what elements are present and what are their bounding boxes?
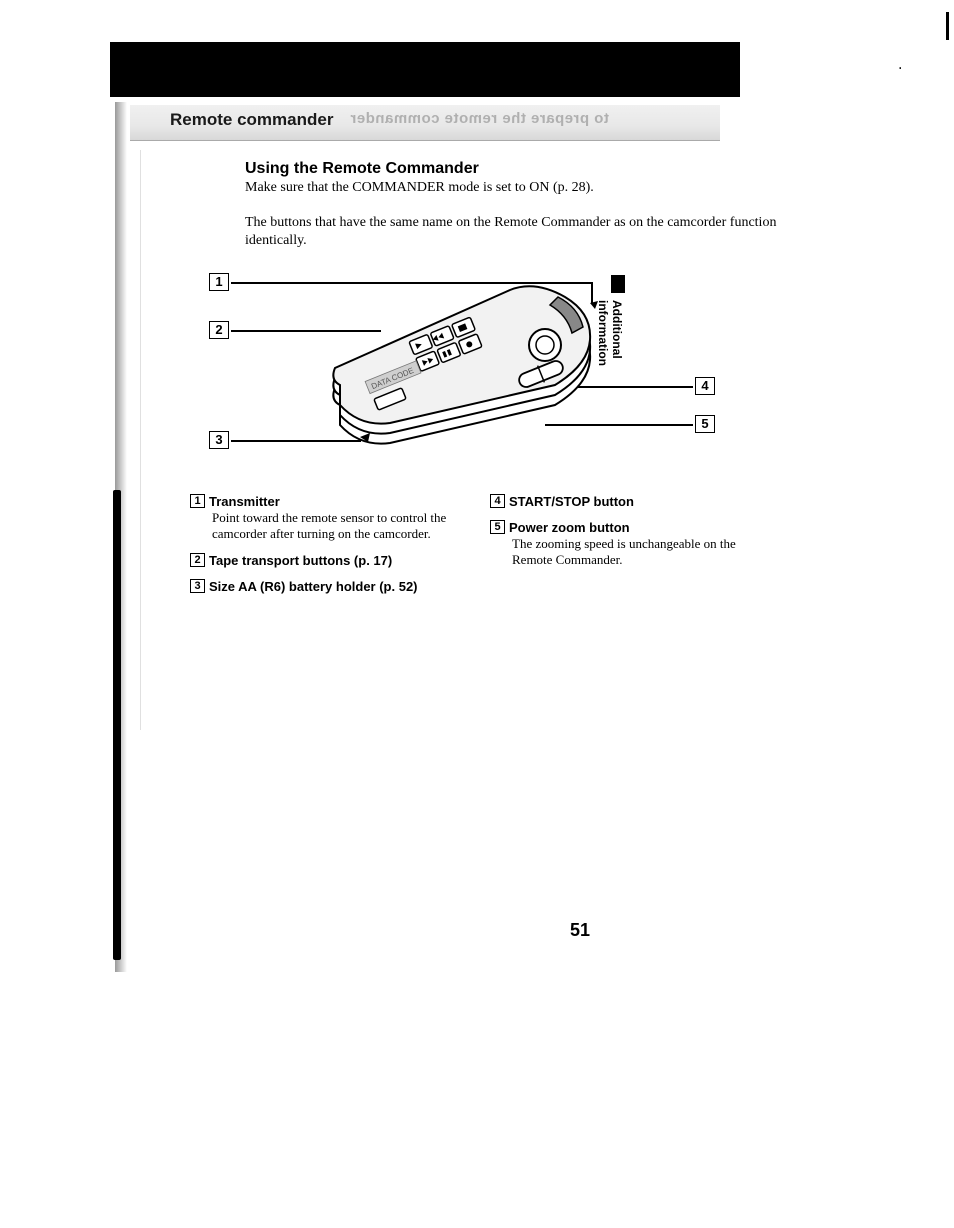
section-title: Using the Remote Commander (245, 160, 479, 178)
header-title: Remote commander (170, 110, 333, 130)
scan-line (140, 150, 141, 730)
legend-num: 5 (490, 520, 505, 534)
top-black-bar (110, 42, 740, 97)
legend-num: 2 (190, 553, 205, 567)
legend-item-3: 3 Size AA (R6) battery holder (p. 52) (190, 579, 475, 595)
header-ghost-text: to prepare the remote commander (350, 110, 609, 127)
callout-3: 3 (209, 431, 229, 449)
legend-item-4: 4 START/STOP button (490, 494, 775, 510)
scan-artifact (946, 12, 949, 40)
callout-1: 1 (209, 273, 229, 291)
page-number: 51 (570, 920, 590, 941)
legend-col-left: 1 Transmitter Point toward the remote sen… (190, 494, 475, 605)
legend-desc: Point toward the remote sensor to contro… (212, 510, 475, 543)
legend-num: 3 (190, 579, 205, 593)
intro-text: The buttons that have the same name on t… (245, 214, 825, 249)
legend-num: 4 (490, 494, 505, 508)
legend-col-right: 4 START/STOP button 5 Power zoom button Th… (490, 494, 775, 579)
scan-artifact: ٠ (896, 60, 904, 77)
legend-title: Tape transport buttons (p. 17) (209, 553, 392, 568)
legend-desc: The zooming speed is unchangeable on the… (512, 536, 775, 569)
scan-edge (113, 490, 121, 960)
legend-title: Power zoom button (509, 520, 630, 535)
legend-title: Transmitter (209, 494, 280, 509)
callout-2: 2 (209, 321, 229, 339)
legend-item-5: 5 Power zoom button The zooming speed is … (490, 520, 775, 569)
remote-diagram: 1 2 3 4 5 (205, 265, 735, 465)
legend-num: 1 (190, 494, 205, 508)
legend-item-2: 2 Tape transport buttons (p. 17) (190, 553, 475, 569)
legend-item-1: 1 Transmitter Point toward the remote sen… (190, 494, 475, 543)
legend-title: Size AA (R6) battery holder (p. 52) (209, 579, 418, 594)
callout-5: 5 (695, 415, 715, 433)
legend-title: START/STOP button (509, 494, 634, 509)
intro-text: Make sure that the COMMANDER mode is set… (245, 180, 594, 196)
callout-4: 4 (695, 377, 715, 395)
remote-illustration: DATA CODE (320, 275, 600, 450)
remote-svg: DATA CODE (320, 275, 600, 450)
